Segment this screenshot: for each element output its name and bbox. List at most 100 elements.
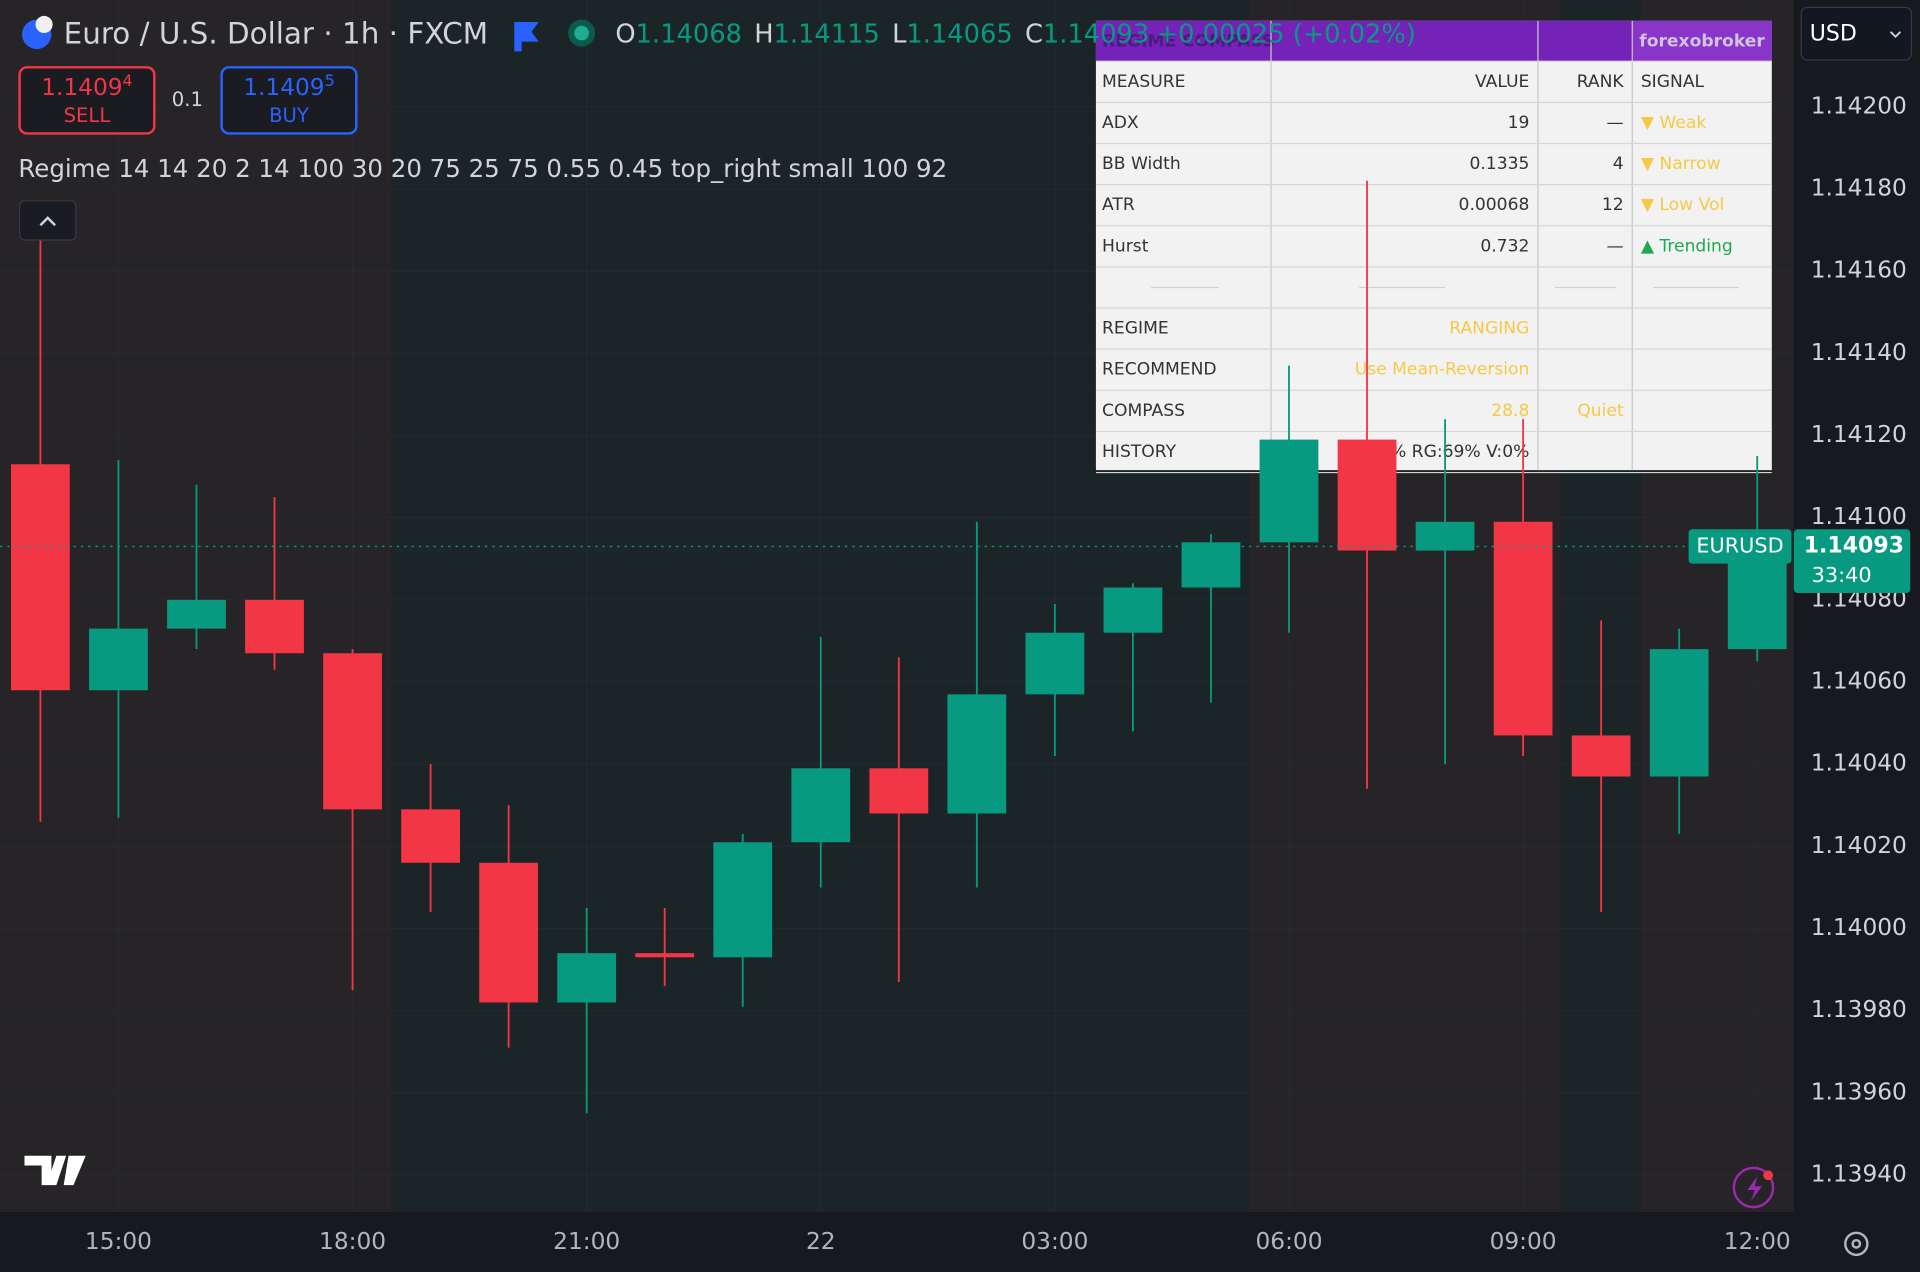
candle-body bbox=[1181, 542, 1241, 588]
table-cell: REGIME bbox=[1102, 319, 1169, 339]
symbol-tag-label: EURUSD bbox=[1696, 533, 1783, 557]
sell-button[interactable]: 1.14094 SELL bbox=[18, 66, 156, 135]
x-tick-label: 15:00 bbox=[85, 1228, 152, 1255]
candle-body bbox=[1337, 439, 1397, 551]
countdown-label: 33:40 bbox=[1812, 563, 1872, 587]
y-tick-label: 1.13960 bbox=[1811, 1078, 1907, 1105]
collapse-button[interactable] bbox=[18, 200, 77, 241]
collapse-icon[interactable] bbox=[39, 216, 56, 227]
ohlc-value: 1.14093 bbox=[1043, 19, 1149, 49]
candle-body bbox=[1571, 735, 1631, 777]
candle-body bbox=[167, 599, 226, 629]
symbol: Euro / U.S. Dollar · 1h · FXCM bbox=[64, 16, 488, 50]
brand-cell bbox=[1632, 20, 1772, 62]
x-tick-label: 09:00 bbox=[1490, 1228, 1557, 1255]
table-cell: BB Width bbox=[1102, 154, 1181, 174]
table-cell: ▼ Narrow bbox=[1641, 154, 1721, 174]
table-cell: 4 bbox=[1613, 154, 1624, 174]
sell-label[interactable]: SELL bbox=[64, 104, 111, 127]
x-tick-label: 22 bbox=[806, 1228, 836, 1255]
table-title: REGIME COMPASS bbox=[1102, 32, 1274, 52]
x-tick-label: 03:00 bbox=[1021, 1228, 1088, 1255]
table-cell: ADX bbox=[1102, 113, 1139, 133]
pip[interactable]: 5 bbox=[325, 70, 335, 89]
lightning-icon[interactable] bbox=[1747, 1176, 1763, 1201]
x-tick-label: 21:00 bbox=[553, 1228, 620, 1255]
column-header: MEASURE bbox=[1102, 72, 1185, 92]
table-cell: 19 bbox=[1508, 113, 1530, 133]
buy-price[interactable]: 1.14095 bbox=[243, 70, 334, 100]
pip[interactable]: 4 bbox=[123, 70, 133, 89]
price[interactable]: 1.1409 bbox=[243, 74, 324, 101]
buy-box[interactable] bbox=[220, 66, 358, 135]
candle-body bbox=[869, 768, 929, 814]
candle-body bbox=[11, 464, 70, 691]
column-header: VALUE bbox=[1475, 72, 1529, 92]
currency-button[interactable]: USD bbox=[1800, 6, 1913, 61]
y-tick-label: 1.14100 bbox=[1811, 503, 1907, 530]
table-cell: 12 bbox=[1602, 195, 1624, 215]
candle-body bbox=[89, 628, 148, 691]
table-cell: COMPASS bbox=[1102, 401, 1185, 421]
lightning-icon[interactable] bbox=[1732, 1166, 1775, 1209]
candle-body bbox=[1649, 649, 1709, 777]
table-cell: 28.8 bbox=[1491, 401, 1529, 421]
flag-icon bbox=[35, 15, 53, 34]
sell-box[interactable] bbox=[18, 66, 156, 135]
price[interactable]: 1.1409 bbox=[41, 74, 122, 101]
symbol-header: Euro / U.S. Dollar · 1h · FXCM O1.14068 H1… bbox=[64, 16, 1416, 50]
table-cell: — bbox=[1607, 236, 1624, 256]
table-bg bbox=[1095, 20, 1772, 471]
overlay: Euro / U.S. Dollar · 1h · FXCM O1.14068 H1… bbox=[18, 6, 1913, 1257]
currency-label[interactable]: USD bbox=[1810, 21, 1857, 46]
tv-logo bbox=[24, 1155, 86, 1186]
settings-icon[interactable] bbox=[1851, 1238, 1862, 1249]
change: +0.00025 (+0.02%) bbox=[1157, 19, 1416, 49]
notification-dot bbox=[1763, 1170, 1774, 1181]
candle-body bbox=[791, 768, 851, 843]
table-cell: ▲ Trending bbox=[1641, 236, 1733, 256]
ohlc-value: 1.14068 bbox=[636, 19, 742, 49]
ohlc-key: O bbox=[615, 19, 635, 49]
candle-body bbox=[1415, 521, 1475, 551]
candle-body bbox=[401, 809, 460, 863]
x-tick-label: 06:00 bbox=[1255, 1228, 1322, 1255]
time-axis-bg bbox=[0, 1212, 1920, 1272]
table-cell: — bbox=[1607, 113, 1624, 133]
plot bbox=[0, 180, 1787, 1114]
buy-label[interactable]: BUY bbox=[269, 104, 309, 127]
candle-body bbox=[1493, 521, 1553, 736]
candle-body bbox=[947, 694, 1007, 814]
price-axis-bg bbox=[1793, 0, 1920, 1272]
candle-body bbox=[479, 862, 539, 1003]
currency-box[interactable] bbox=[1800, 6, 1913, 61]
x-tick-label: 12:00 bbox=[1724, 1228, 1791, 1255]
candle-body bbox=[245, 599, 304, 654]
table-cell: ▼ Weak bbox=[1641, 113, 1707, 133]
settings-icon[interactable] bbox=[1844, 1231, 1869, 1257]
indicator-line: Regime 14 14 20 2 14 100 30 20 75 25 75 … bbox=[18, 154, 947, 183]
y-tick-label: 1.14000 bbox=[1811, 914, 1907, 941]
buy-button[interactable]: 1.14095 BUY bbox=[220, 66, 358, 135]
column-header: RANK bbox=[1577, 72, 1625, 92]
sell-price[interactable]: 1.14094 bbox=[41, 70, 132, 100]
candle-body bbox=[323, 653, 382, 810]
table-brand: forexobroker bbox=[1639, 32, 1765, 52]
y-tick-label: 1.14060 bbox=[1811, 668, 1907, 695]
dropdown-icon[interactable] bbox=[1889, 31, 1902, 39]
candle-body bbox=[1103, 587, 1163, 633]
table-cell: % RG:69% V:0% bbox=[1390, 442, 1529, 462]
y-tick-label: 1.14120 bbox=[1811, 421, 1907, 448]
y-tick-label: 1.14160 bbox=[1811, 257, 1907, 284]
table-cell: Hurst bbox=[1102, 236, 1149, 256]
candle-body bbox=[1259, 439, 1319, 543]
y-tick-label: 1.14020 bbox=[1811, 832, 1907, 859]
ohlc-value: 1.14115 bbox=[774, 19, 880, 49]
candle-body bbox=[557, 953, 617, 1003]
ohlc-value: 1.14065 bbox=[906, 19, 1012, 49]
collapse-box[interactable] bbox=[18, 200, 77, 241]
table-cell: RANGING bbox=[1449, 319, 1529, 339]
symbol-tag bbox=[1688, 529, 1792, 564]
quantity[interactable]: 0.1 bbox=[172, 88, 203, 111]
